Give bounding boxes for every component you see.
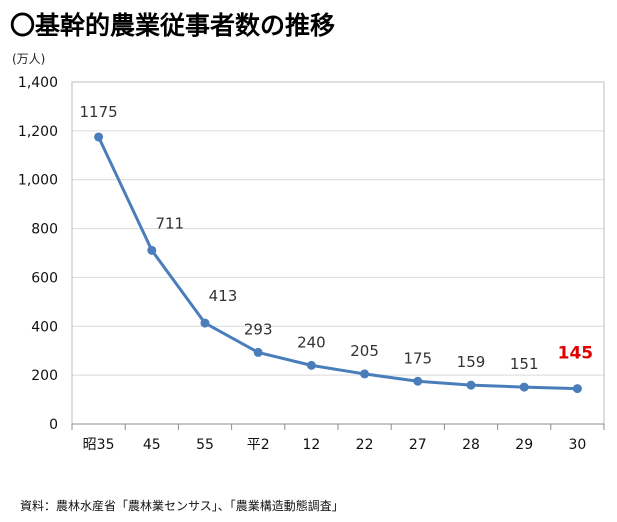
y-tick-label: 1,000	[18, 173, 58, 189]
data-label: 205	[350, 342, 379, 360]
y-tick-label: 1,400	[18, 75, 58, 91]
data-point	[413, 376, 423, 386]
x-tick-label: 12	[302, 437, 320, 453]
source-note: 資料：農林水産省「農林業センサス」、「農業構造動態調査」	[20, 499, 344, 513]
data-label: 413	[209, 287, 238, 305]
data-point	[253, 347, 263, 357]
y-tick-label: 600	[31, 270, 58, 286]
data-point	[466, 380, 476, 390]
y-tick-label: 400	[31, 319, 58, 335]
series-line	[97, 136, 578, 391]
x-tick-label: 22	[356, 437, 374, 453]
x-tick-label: 29	[515, 437, 533, 453]
y-tick-labels: 0 200 400 600 800 1,000 1,200 1,400	[18, 75, 58, 433]
y-tick-label: 1,200	[18, 124, 58, 140]
data-label: 240	[297, 333, 326, 351]
y-axis-unit-label: (万人)	[12, 52, 46, 66]
x-tick-label: 45	[143, 437, 161, 453]
data-point	[147, 245, 157, 255]
x-tick-label: 昭35	[83, 437, 115, 453]
x-tick-label: 30	[568, 437, 586, 453]
x-tick-label: 28	[462, 437, 480, 453]
data-label: 1175	[80, 103, 118, 121]
series-line-group	[94, 132, 582, 394]
x-tick-label: 27	[409, 437, 427, 453]
data-labels: 1175 711 413 293 240 205 175 159 151 145	[80, 103, 594, 373]
data-label: 711	[155, 214, 184, 232]
data-point	[519, 382, 529, 392]
data-point	[306, 360, 316, 370]
y-tick-label: 200	[31, 368, 58, 384]
y-tick-label: 800	[31, 222, 58, 238]
data-label: 175	[403, 349, 432, 367]
x-tick-label: 平2	[247, 437, 270, 453]
data-point	[94, 132, 104, 142]
data-label: 293	[244, 320, 273, 338]
x-tick-labels: 昭35 45 55 平2 12 22 27 28 29 30	[71, 424, 605, 453]
data-label: 151	[510, 355, 539, 373]
data-label: 145	[558, 344, 594, 364]
data-label: 159	[457, 353, 486, 371]
data-point	[200, 318, 210, 328]
data-point	[360, 369, 370, 379]
data-point	[572, 384, 582, 394]
x-tick-label: 55	[196, 437, 214, 453]
page-title: 〇基幹的農業従事者数の推移	[10, 11, 336, 40]
y-tick-label: 0	[49, 417, 58, 433]
